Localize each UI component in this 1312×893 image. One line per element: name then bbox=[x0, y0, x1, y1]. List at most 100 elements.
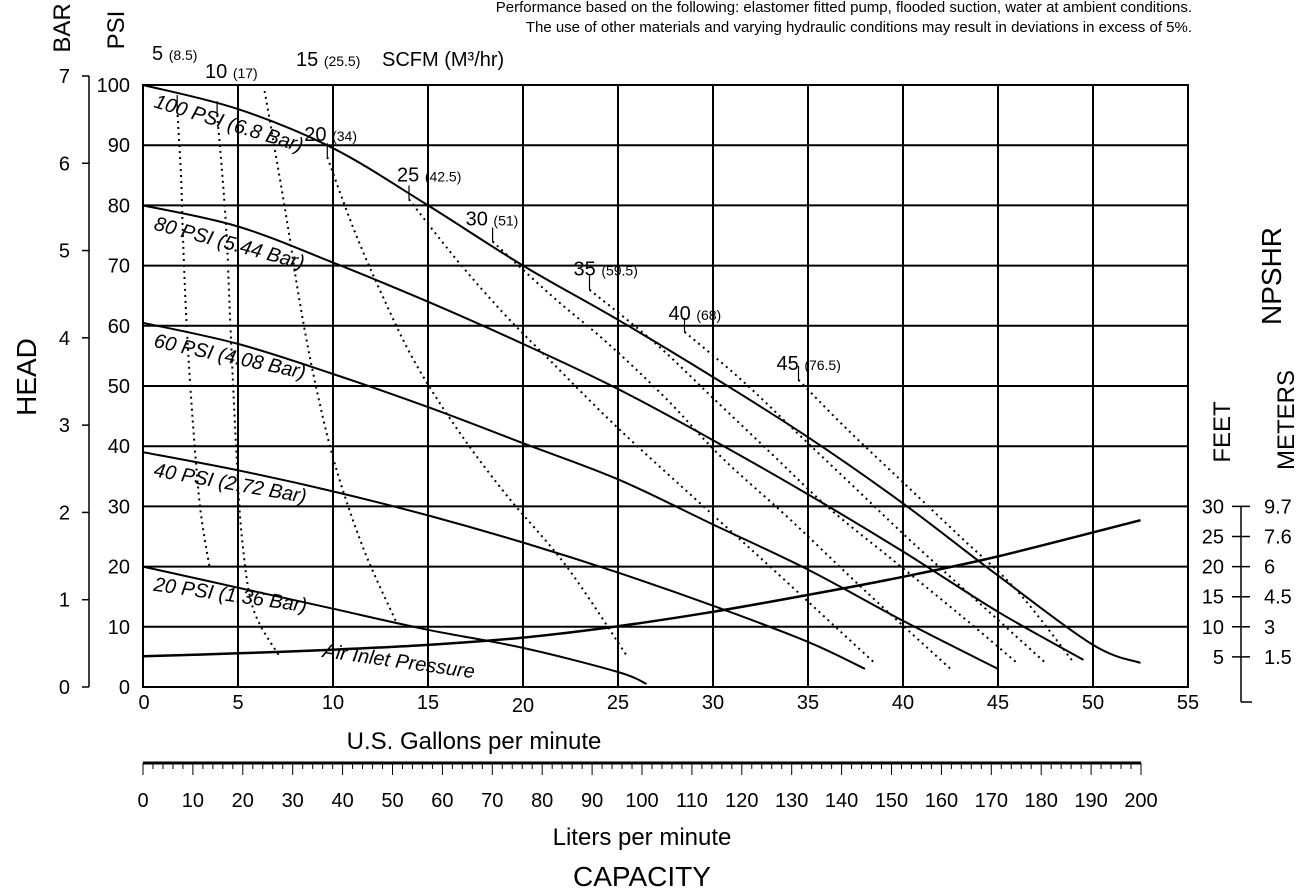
lpm-tick-label: 50 bbox=[381, 790, 403, 812]
air-curve-label: 40 (68) bbox=[669, 303, 722, 325]
air-curve-label: 30 (51) bbox=[466, 209, 519, 231]
air-consumption-curve bbox=[326, 156, 629, 658]
psi-tick-label: 100 bbox=[97, 75, 130, 97]
x-tick-label: 40 bbox=[892, 692, 914, 714]
x2-axis-label: Liters per minute bbox=[553, 824, 732, 851]
pressure-curve bbox=[142, 321, 999, 670]
bar-tick-label: 6 bbox=[59, 153, 70, 175]
bar-tick-label: 5 bbox=[59, 241, 70, 263]
air-consumption-curve bbox=[491, 240, 952, 670]
lpm-tick-label: 10 bbox=[182, 790, 204, 812]
axis-labels: U.S. Gallons per minute Liters per minut… bbox=[11, 3, 1300, 892]
psi-tick-label: 20 bbox=[108, 557, 130, 579]
lpm-tick-label: 160 bbox=[925, 790, 958, 812]
air-curve-label: 20 (34) bbox=[304, 124, 357, 146]
lpm-tick-label: 0 bbox=[137, 790, 148, 812]
x-tick-label: 5 bbox=[232, 692, 243, 714]
air-consumption-curve bbox=[588, 288, 1018, 664]
grid bbox=[142, 84, 1189, 688]
air-curve-label: 15 (25.5) bbox=[296, 49, 360, 71]
psi-tick-label: 30 bbox=[108, 496, 130, 518]
tick-labels: 0 5 10 15 20 25 30 35 40 45 50 55010203040506070809… bbox=[59, 66, 1292, 812]
lpm-tick-label: 100 bbox=[625, 790, 658, 812]
psi-tick-label: 0 bbox=[119, 677, 130, 699]
npshr-meter-tick-label: 1.5 bbox=[1264, 647, 1292, 669]
x-tick-label: 35 bbox=[797, 692, 819, 714]
x-tick-label: 50 bbox=[1082, 692, 1104, 714]
npshr-meter-tick-label: 3 bbox=[1264, 617, 1275, 639]
lpm-tick-label: 70 bbox=[481, 790, 503, 812]
npshr-meter-tick-label: 6 bbox=[1264, 557, 1275, 579]
lpm-tick-label: 30 bbox=[282, 790, 304, 812]
x-axis-label: U.S. Gallons per minute bbox=[347, 728, 602, 755]
x-tick-label: 45 bbox=[987, 692, 1009, 714]
lpm-tick-label: 110 bbox=[676, 790, 708, 812]
bar-tick-label: 4 bbox=[59, 328, 70, 350]
bar-tick-label: 7 bbox=[59, 66, 70, 88]
y-axis-label: HEAD bbox=[11, 338, 42, 416]
x-tick-label: 0 bbox=[138, 692, 149, 714]
lpm-tick-label: 90 bbox=[581, 790, 603, 812]
npshr-feet-tick-label: 5 bbox=[1213, 647, 1224, 669]
lpm-tick-label: 150 bbox=[875, 790, 908, 812]
x-tick-label: 55 bbox=[1177, 692, 1199, 714]
psi-tick-label: 90 bbox=[108, 135, 130, 157]
npshr-meter-tick-label: 7.6 bbox=[1264, 527, 1292, 549]
bar-tick-label: 2 bbox=[59, 502, 70, 524]
air-curve-label: 35 (59.5) bbox=[574, 259, 638, 281]
npshr-curve-group bbox=[142, 518, 1141, 658]
pressure-curve bbox=[142, 204, 1084, 661]
scfm-label: SCFM (M³/hr) bbox=[382, 49, 504, 71]
x-tick-label: 10 bbox=[322, 692, 344, 714]
pressure-curve bbox=[142, 84, 1141, 664]
lpm-tick-label: 40 bbox=[331, 790, 353, 812]
npshr-feet-tick-label: 15 bbox=[1202, 587, 1224, 609]
lpm-tick-label: 120 bbox=[725, 790, 758, 812]
air-curve-label: 45 (76.5) bbox=[777, 353, 841, 375]
pressure-curves: 100 PSI (6.8 Bar)80 PSI (5.44 Bar)60 PSI… bbox=[142, 84, 1141, 685]
air-consumption-curve bbox=[797, 379, 1075, 664]
psi-tick-label: 40 bbox=[108, 436, 130, 458]
npshr-curve bbox=[142, 518, 1141, 658]
bar-tick-label: 1 bbox=[59, 590, 70, 612]
air-curve-label: 25 (42.5) bbox=[397, 164, 461, 186]
lpm-tick-label: 170 bbox=[975, 790, 1008, 812]
capacity-label: CAPACITY bbox=[573, 861, 711, 892]
npshr-feet-label: FEET bbox=[1209, 401, 1236, 463]
npshr-meter-tick-label: 4.5 bbox=[1264, 587, 1292, 609]
psi-tick-label: 10 bbox=[108, 617, 130, 639]
pressure-curve bbox=[142, 451, 866, 670]
x-tick-label: 25 bbox=[607, 692, 629, 714]
x-tick-label: 15 bbox=[417, 692, 439, 714]
air-consumption-curves: 5 (8.5) 10 (17) 15 (25.5) 20 (34) 25 (42.5) 3… bbox=[152, 43, 1075, 670]
pressure-curve bbox=[142, 565, 647, 685]
header-note-1: Performance based on the following: elas… bbox=[496, 0, 1192, 16]
header-note-2: The use of other materials and varying h… bbox=[526, 19, 1192, 36]
pressure-curve-label: 100 PSI (6.8 Bar) bbox=[152, 91, 306, 157]
npshr-feet-tick-label: 30 bbox=[1202, 496, 1224, 518]
air-consumption-curve bbox=[176, 109, 211, 567]
x-tick-label: 30 bbox=[702, 692, 724, 714]
npshr-meters-label: METERS bbox=[1273, 370, 1300, 470]
air-consumption-curve bbox=[263, 90, 397, 622]
lpm-tick-label: 20 bbox=[232, 790, 254, 812]
psi-axis-label: PSI bbox=[103, 11, 130, 50]
lpm-tick-label: 190 bbox=[1074, 790, 1107, 812]
air-consumption-curve bbox=[683, 331, 1047, 664]
pressure-curve-label: 20 PSI (1.36 Bar) bbox=[151, 574, 308, 617]
pressure-curve-label: 60 PSI (4.08 Bar) bbox=[152, 330, 308, 384]
psi-tick-label: 50 bbox=[108, 376, 130, 398]
psi-tick-label: 70 bbox=[108, 256, 130, 278]
pressure-curve-label: 40 PSI (2.72 Bar) bbox=[152, 459, 308, 507]
bar-tick-label: 3 bbox=[59, 415, 70, 437]
npshr-feet-tick-label: 10 bbox=[1202, 617, 1224, 639]
lpm-tick-label: 80 bbox=[531, 790, 553, 812]
npshr-label: NPSHR bbox=[1256, 227, 1287, 325]
lpm-tick-label: 60 bbox=[431, 790, 453, 812]
air-consumption-curve bbox=[408, 198, 876, 664]
bar-axis-label: BAR bbox=[49, 3, 76, 52]
lpm-tick-label: 130 bbox=[775, 790, 808, 812]
header-notes: Performance based on the following: elas… bbox=[496, 0, 1192, 36]
npshr-feet-tick-label: 20 bbox=[1202, 557, 1224, 579]
